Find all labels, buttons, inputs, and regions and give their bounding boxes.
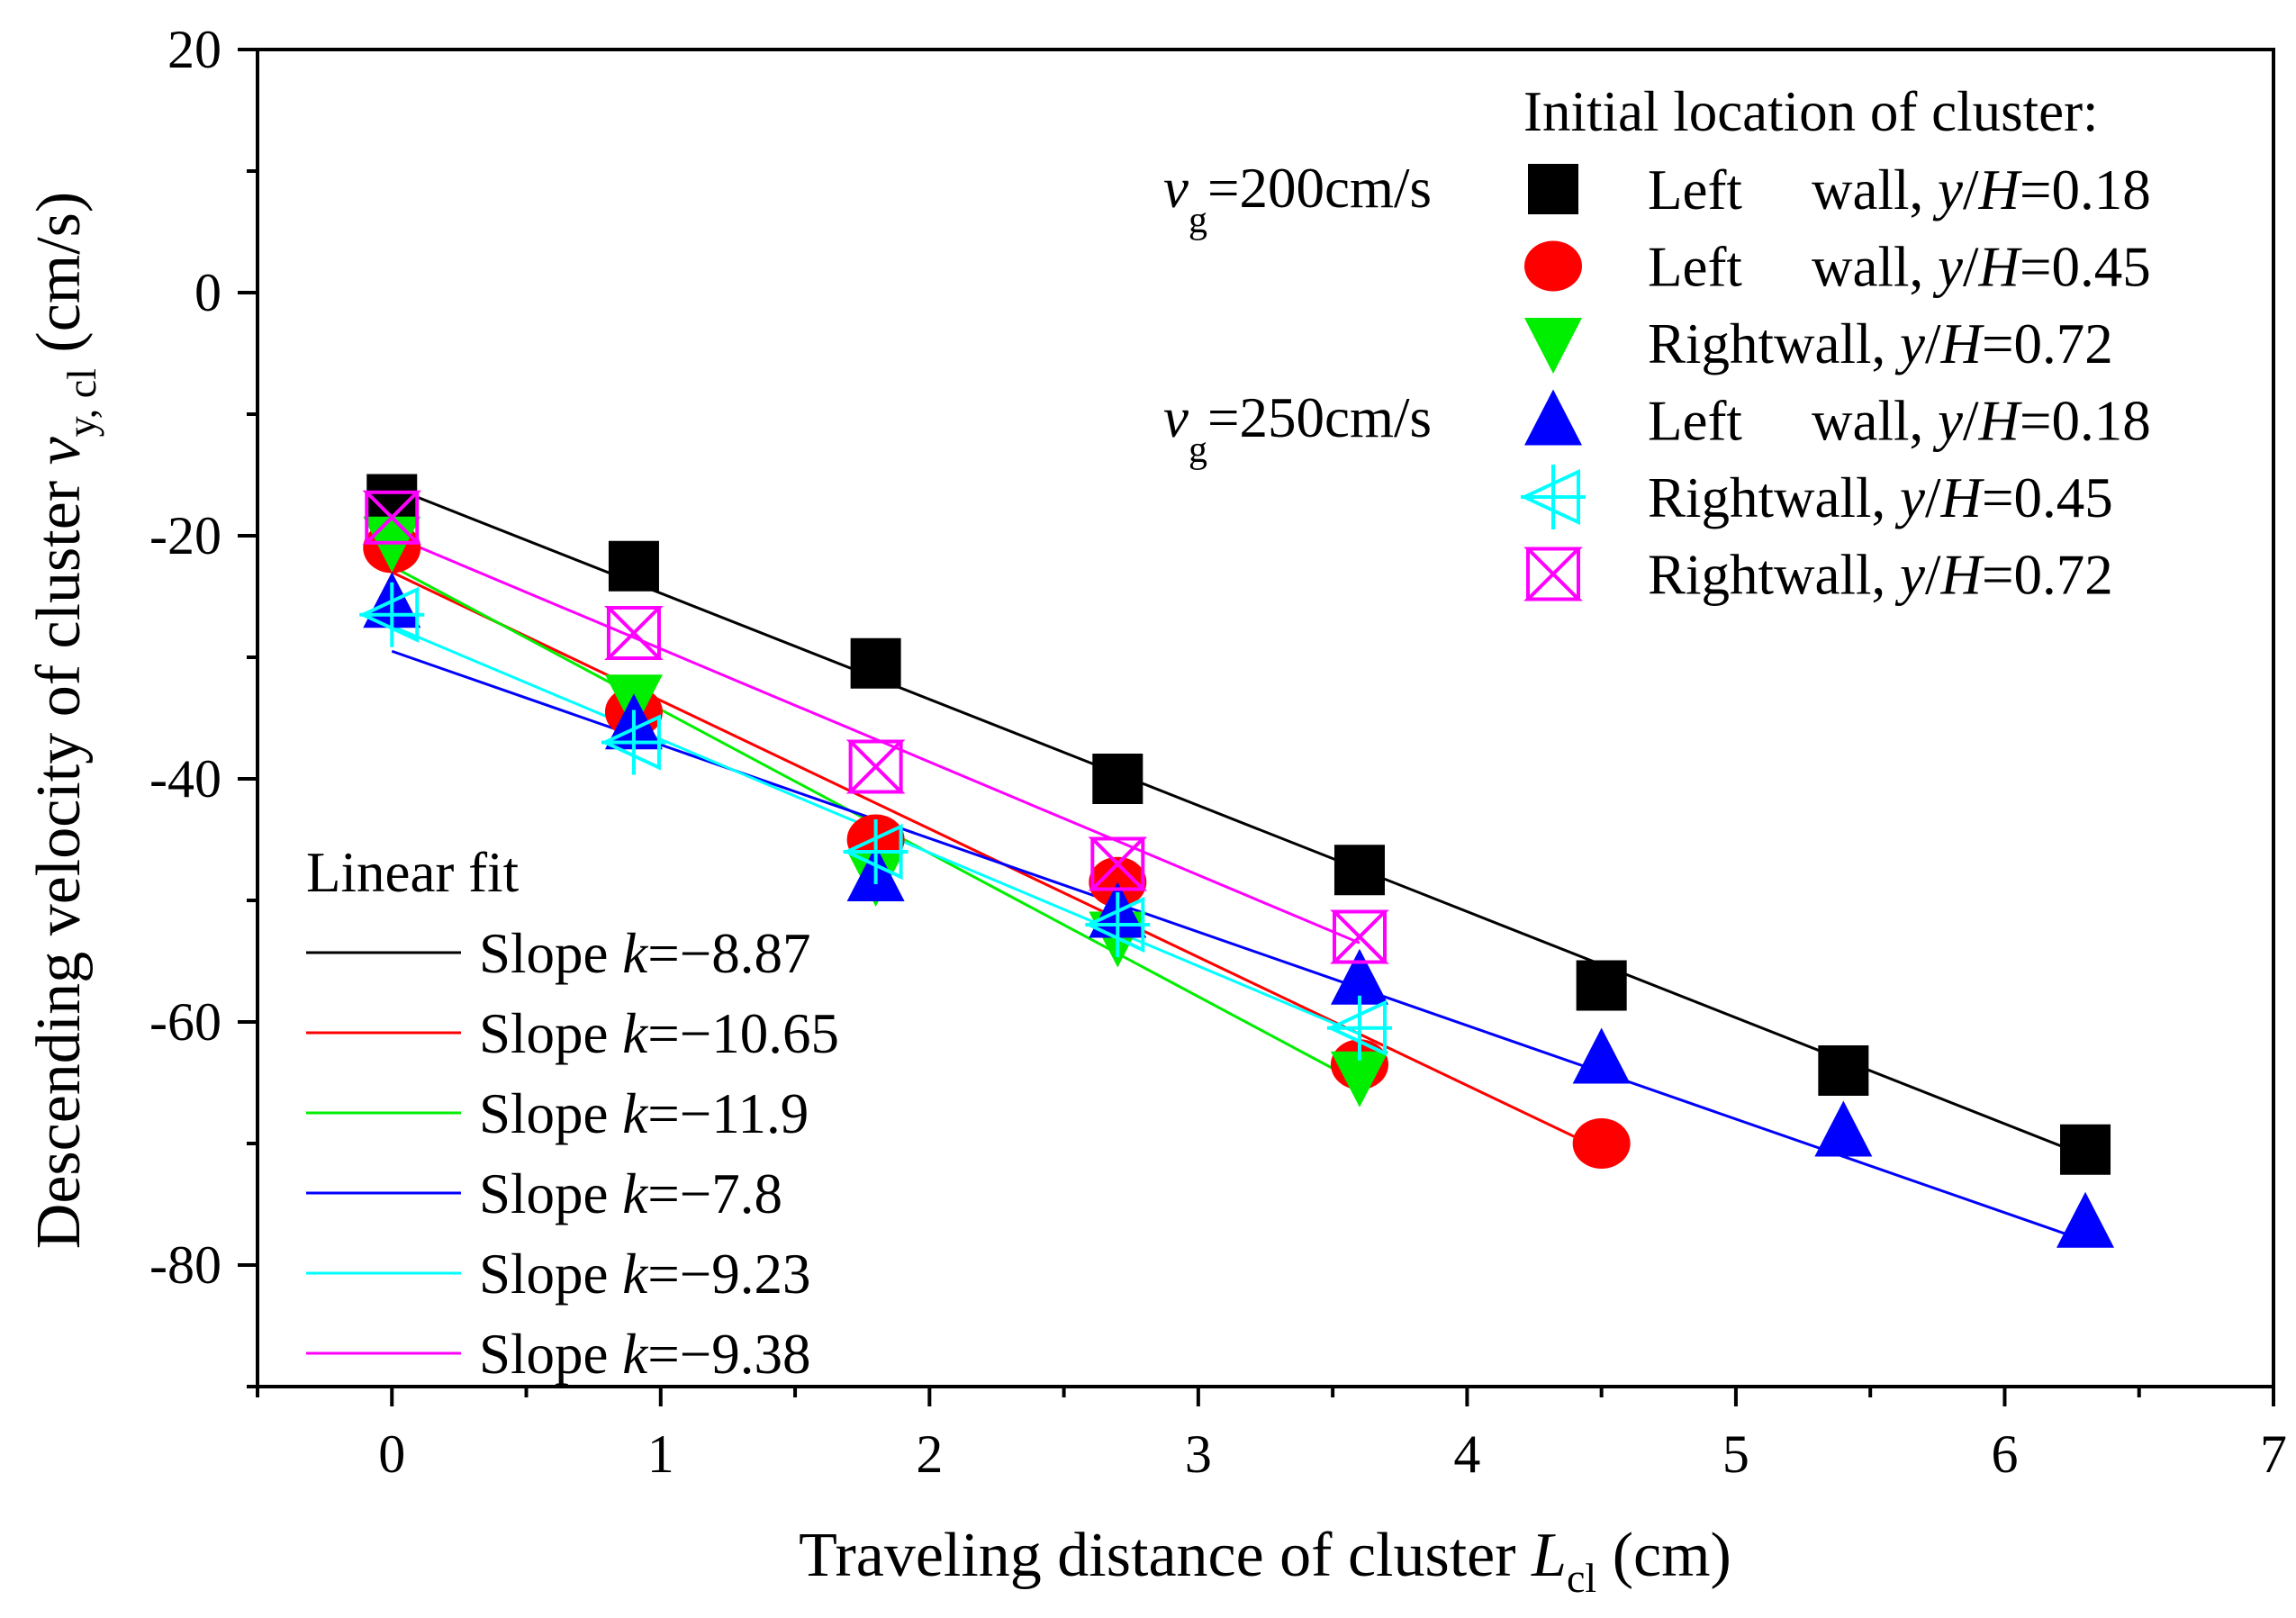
data-point	[604, 606, 664, 660]
x-tick-label: 3	[1185, 1424, 1212, 1484]
y-tick-label: -80	[149, 1235, 221, 1295]
fit-legend-title: Linear fit	[306, 841, 520, 904]
y-tick-label: -60	[149, 992, 221, 1052]
fit-line-4	[391, 649, 2086, 1243]
legend-marker-5	[1520, 465, 1586, 529]
data-point	[1084, 892, 1151, 957]
series-5	[358, 582, 1392, 1061]
data-point	[850, 637, 901, 689]
data-point	[1576, 960, 1627, 1011]
data-point	[601, 710, 666, 775]
y-tick-label: 0	[194, 263, 221, 322]
data-point	[1333, 845, 1385, 896]
y-tick-label: -40	[149, 749, 221, 809]
x-axis-title: Traveling distance of cluster Lcl (cm)	[799, 1521, 1731, 1601]
x-tick-label: 2	[916, 1424, 943, 1484]
legend-marker-2	[1524, 240, 1582, 292]
data-point	[1088, 836, 1148, 891]
group-label: vg=250cm/s	[1163, 386, 1432, 471]
fit-legend-label-2: Slope k=−10.65	[479, 1002, 839, 1065]
data-point	[1814, 1100, 1873, 1157]
fit-line-6	[391, 534, 1360, 945]
data-point	[2056, 1191, 2115, 1248]
y-tick-label: 20	[167, 20, 221, 79]
x-tick-label: 7	[2260, 1424, 2287, 1484]
legend-title: Initial location of cluster:	[1523, 80, 2099, 143]
series-6	[362, 490, 1389, 964]
legend-label-6: Rightwall, y/H=0.72	[1648, 544, 2113, 607]
fit-legend-label-4: Slope k=−7.8	[479, 1162, 782, 1225]
legend-label-2: Left wall, y/H=0.45	[1648, 236, 2151, 299]
data-point	[842, 819, 908, 884]
legend-label-5: Rightwall, y/H=0.45	[1648, 466, 2113, 529]
plot-frame	[256, 48, 2275, 1388]
data-point	[1330, 1051, 1388, 1107]
data-point	[2060, 1124, 2111, 1175]
legend-marker-1	[1528, 164, 1578, 214]
data-point	[1326, 995, 1392, 1061]
series-1	[366, 474, 2111, 1175]
fit-line-1	[391, 485, 2086, 1157]
y-tick-label: -20	[149, 506, 221, 565]
data-point	[1572, 1118, 1631, 1169]
x-tick-label: 5	[1722, 1424, 1749, 1484]
legend-marker-4	[1524, 389, 1582, 446]
legend-marker-3	[1524, 318, 1582, 374]
y-axis-title: Descending velocity of cluster vy, cl (c…	[24, 192, 104, 1249]
fit-legend-label-1: Slope k=−8.87	[479, 922, 811, 985]
data-point	[358, 582, 425, 647]
x-tick-label: 1	[647, 1424, 674, 1484]
series-4	[363, 572, 2115, 1248]
legend-label-4: Left wall, y/H=0.18	[1648, 390, 2151, 453]
data-point	[1818, 1045, 1869, 1096]
data-point	[1330, 948, 1388, 1005]
fit-legend-label-6: Slope k=−9.38	[479, 1323, 811, 1386]
x-tick-label: 4	[1453, 1424, 1480, 1484]
fit-legend-label-5: Slope k=−9.23	[479, 1243, 811, 1306]
x-tick-label: 6	[1991, 1424, 2018, 1484]
x-tick-label: 0	[378, 1424, 405, 1484]
data-point	[1330, 909, 1389, 964]
legend-marker-6	[1523, 547, 1583, 601]
group-label: vg=200cm/s	[1163, 157, 1432, 241]
data-point	[1092, 754, 1143, 804]
legend-label-1: Left wall, y/H=0.18	[1648, 158, 2151, 221]
fit-legend-label-3: Slope k=−11.9	[479, 1082, 809, 1145]
legend-label-3: Rightwall, y/H=0.72	[1648, 312, 2113, 375]
data-point	[845, 739, 906, 794]
data-point	[608, 540, 659, 592]
data-point	[362, 490, 422, 545]
data-point	[1572, 1027, 1631, 1084]
